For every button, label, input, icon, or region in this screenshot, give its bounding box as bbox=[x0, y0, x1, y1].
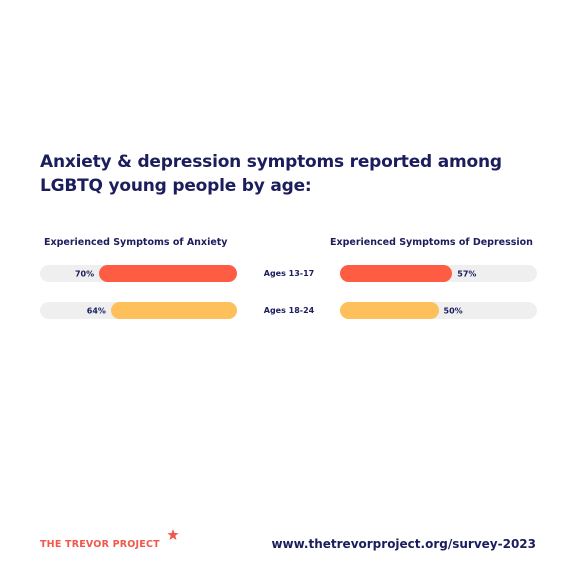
trevor-project-logo: THE TREVOR PROJECT bbox=[40, 539, 160, 550]
anxiety-bar-18-24 bbox=[110, 302, 237, 319]
depression-bar-13-17 bbox=[340, 265, 453, 282]
anxiety-bar-track-18-24: 64% bbox=[40, 302, 237, 319]
anxiety-value-label-18-24: 64% bbox=[86, 306, 106, 315]
category-label-13-17: Ages 13-17 bbox=[263, 269, 315, 278]
star-icon bbox=[167, 529, 179, 540]
depression-bar-18-24 bbox=[340, 302, 439, 319]
anxiety-value-label-13-17: 70% bbox=[74, 269, 95, 278]
anxiety-bar-13-17 bbox=[99, 265, 237, 282]
anxiety-column-title: Experienced Symptoms of Anxiety bbox=[44, 237, 228, 248]
category-label-18-24: Ages 18-24 bbox=[263, 306, 315, 315]
depression-column-title: Experienced Symptoms of Depression bbox=[330, 237, 533, 248]
chart-title: Anxiety & depression symptoms reported a… bbox=[40, 152, 502, 196]
survey-url: www.thetrevorproject.org/survey-2023 bbox=[271, 537, 536, 551]
anxiety-bar-track-13-17: 70% bbox=[40, 265, 237, 282]
depression-bar-track-18-24: 50% bbox=[340, 302, 537, 319]
depression-bar-track-13-17: 57% bbox=[340, 265, 537, 282]
depression-value-label-13-17: 57% bbox=[457, 269, 477, 278]
depression-value-label-18-24: 50% bbox=[443, 306, 463, 315]
